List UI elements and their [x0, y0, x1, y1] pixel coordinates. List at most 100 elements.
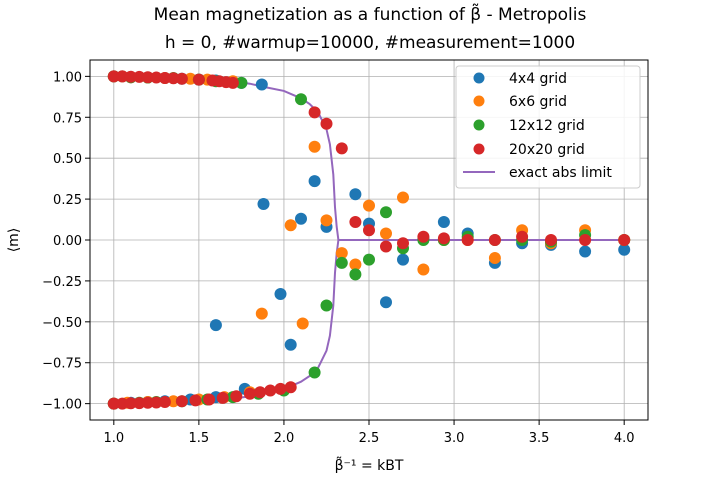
data-point-20x20-grid: [124, 70, 137, 83]
data-point-4x4-grid: [349, 188, 362, 201]
data-point-20x20-grid: [226, 76, 239, 89]
x-tick-label: 1.5: [189, 431, 210, 446]
data-point-6x6-grid: [320, 214, 333, 227]
legend-marker-20x20: [473, 143, 485, 155]
data-point-20x20-grid: [158, 396, 171, 408]
data-point-12x12-grid: [320, 299, 333, 312]
data-point-20x20-grid: [158, 72, 171, 84]
data-point-4x4-grid: [284, 338, 297, 351]
data-point-4x4-grid: [209, 319, 222, 332]
data-point-20x20-grid: [133, 397, 146, 410]
data-point-20x20-grid: [417, 230, 430, 243]
data-point-4x4-grid: [255, 78, 268, 91]
y-tick-label: −0.50: [42, 316, 82, 331]
data-point-4x4-grid: [274, 288, 287, 300]
data-point-20x20-grid: [397, 237, 409, 250]
legend-label-6x6: 6x6 grid: [509, 94, 567, 110]
data-point-20x20-grid: [141, 396, 154, 409]
data-point-20x20-grid: [203, 393, 216, 406]
data-point-12x12-grid: [235, 76, 248, 89]
data-point-12x12-grid: [380, 206, 392, 219]
data-point-20x20-grid: [335, 142, 348, 155]
data-point-4x4-grid: [437, 216, 450, 228]
y-tick-label: 1.00: [53, 70, 82, 85]
y-tick-label: 0.00: [53, 234, 82, 249]
data-point-12x12-grid: [363, 253, 375, 266]
x-tick-label: 2.5: [359, 431, 380, 446]
legend-label-exact: exact abs limit: [509, 165, 612, 181]
data-point-4x4-grid: [397, 253, 409, 266]
y-tick-label: −0.25: [42, 275, 82, 290]
legend-label-20x20: 20x20 grid: [509, 142, 585, 158]
y-tick-label: −0.75: [42, 357, 82, 372]
legend-label-12x12: 12x12 grid: [509, 118, 585, 134]
data-point-6x6-grid: [308, 140, 321, 153]
data-point-6x6-grid: [335, 247, 348, 260]
data-point-20x20-grid: [175, 72, 188, 85]
legend-marker-4x4: [473, 72, 485, 84]
data-point-12x12-grid: [335, 256, 348, 269]
x-tick-label: 3.5: [529, 431, 550, 446]
data-point-20x20-grid: [380, 240, 392, 253]
data-point-20x20-grid: [243, 387, 256, 400]
data-point-20x20-grid: [175, 395, 188, 408]
legend-label-4x4: 4x4 grid: [509, 71, 567, 87]
data-point-6x6-grid: [296, 317, 309, 330]
data-point-20x20-grid: [107, 70, 120, 83]
y-tick-label: 0.75: [53, 111, 82, 126]
data-point-4x4-grid: [380, 296, 392, 309]
x-tick-label: 3.0: [444, 431, 465, 446]
data-point-20x20-grid: [116, 397, 129, 410]
data-point-4x4-grid: [579, 245, 592, 258]
data-point-6x6-grid: [417, 263, 430, 276]
data-point-20x20-grid: [284, 381, 297, 394]
legend-marker-12x12: [473, 119, 485, 131]
data-point-20x20-grid: [308, 106, 321, 119]
data-point-20x20-grid: [488, 234, 501, 246]
data-point-20x20-grid: [192, 73, 205, 86]
x-tick-label: 2.0: [274, 431, 295, 446]
data-point-4x4-grid: [618, 243, 631, 256]
data-point-4x4-grid: [295, 212, 307, 225]
data-point-6x6-grid: [397, 191, 409, 204]
y-tick-label: 0.25: [53, 193, 82, 208]
legend-frame: [455, 65, 641, 189]
chart-title: Mean magnetization as a function of β̃ -…: [154, 3, 587, 25]
data-point-20x20-grid: [189, 394, 202, 407]
data-point-20x20-grid: [618, 234, 631, 246]
data-point-20x20-grid: [141, 71, 154, 84]
data-point-12x12-grid: [295, 93, 307, 106]
axis-ticks: 1.0 1.5 2.0 2.5 3.0 3.5 4.0 −1.00 −0.75 −0.50 −0.2…: [42, 70, 634, 446]
x-tick-label: 1.0: [103, 431, 124, 446]
legend: 4x4 grid 6x6 grid 12x12 grid 20x20 grid …: [455, 65, 641, 189]
data-point-20x20-grid: [437, 232, 450, 245]
data-point-20x20-grid: [349, 216, 362, 228]
data-point-20x20-grid: [150, 71, 163, 84]
data-point-20x20-grid: [133, 70, 146, 83]
data-point-6x6-grid: [284, 219, 297, 232]
data-point-20x20-grid: [274, 382, 287, 395]
data-point-12x12-grid: [308, 366, 321, 379]
data-point-20x20-grid: [579, 234, 592, 246]
data-point-20x20-grid: [124, 397, 137, 410]
data-point-4x4-grid: [257, 198, 270, 210]
data-point-20x20-grid: [516, 230, 529, 243]
data-point-4x4-grid: [308, 175, 321, 188]
data-point-12x12-grid: [349, 268, 362, 281]
scatter-points: [107, 70, 631, 410]
data-point-20x20-grid: [320, 117, 333, 130]
x-axis-label: β̃⁻¹ = kBT: [335, 456, 404, 474]
data-point-20x20-grid: [545, 234, 557, 246]
data-point-20x20-grid: [216, 391, 229, 404]
data-point-20x20-grid: [264, 384, 277, 397]
y-tick-label: 0.50: [53, 152, 82, 167]
data-point-20x20-grid: [254, 386, 267, 399]
data-point-20x20-grid: [167, 72, 180, 85]
data-point-6x6-grid: [380, 227, 392, 240]
data-point-20x20-grid: [150, 396, 163, 409]
legend-marker-6x6: [473, 95, 485, 107]
plot-frame: [89, 59, 649, 421]
data-point-6x6-grid: [488, 252, 501, 264]
chart-subtitle: h = 0, #warmup=10000, #measurement=1000: [165, 33, 575, 53]
